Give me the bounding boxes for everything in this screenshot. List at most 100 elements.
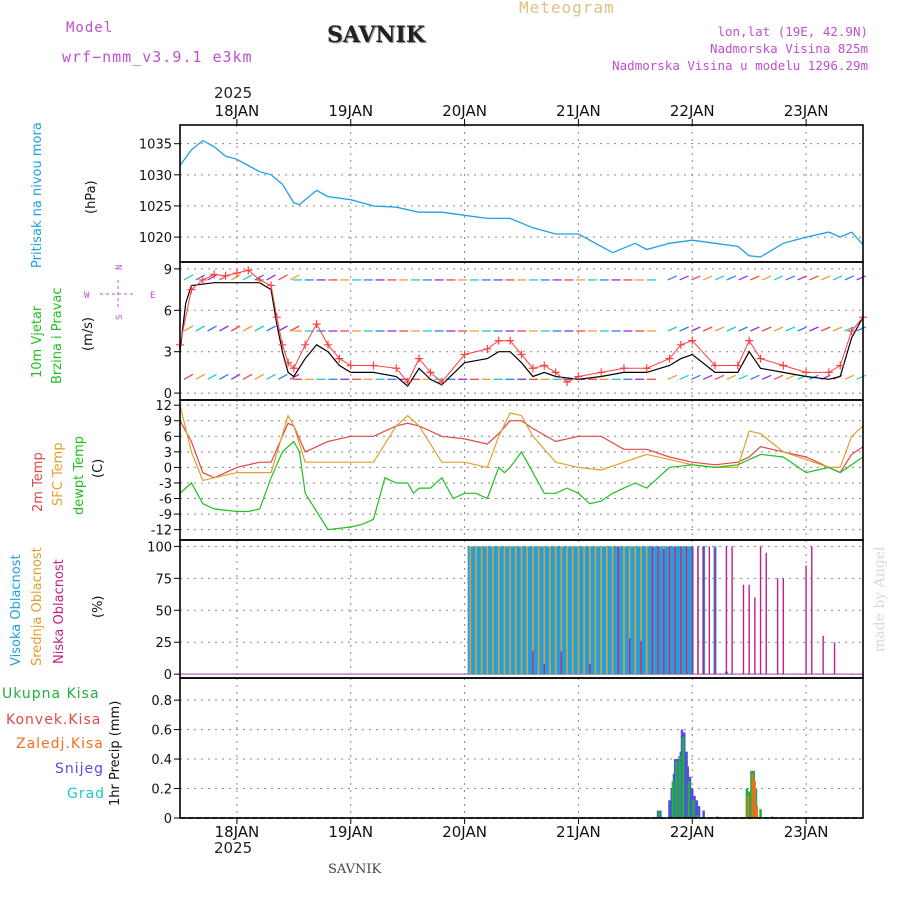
freezing-rain-bar bbox=[751, 773, 754, 818]
high-cloud-bar bbox=[492, 546, 496, 675]
x-tick-label-top: 22JAN bbox=[670, 102, 715, 120]
precip-legend-total: Ukupna Kisa bbox=[2, 686, 100, 702]
temperature-ytick-label: -3 bbox=[159, 477, 172, 492]
wind-gust-marker bbox=[198, 275, 207, 284]
wind-direction-arrow bbox=[691, 326, 701, 332]
low-cloud-bar bbox=[674, 546, 676, 675]
wind-gust-marker bbox=[711, 361, 720, 370]
wind-direction-arrow bbox=[207, 274, 217, 281]
wind-ytick-label: 6 bbox=[164, 304, 172, 319]
clouds-ytick-label: 100 bbox=[147, 540, 172, 555]
wind-direction-arrow bbox=[195, 373, 206, 380]
low-cloud-bar bbox=[680, 546, 682, 675]
wind-direction-arrow bbox=[844, 326, 855, 332]
wind-direction-arrow bbox=[820, 275, 831, 281]
wind-gust-marker bbox=[619, 364, 628, 373]
wind-direction-arrow bbox=[820, 326, 831, 332]
wind-direction-arrow bbox=[278, 373, 288, 380]
high-cloud-bar bbox=[649, 546, 653, 675]
wind-direction-arrow bbox=[254, 325, 265, 332]
high-cloud-bar bbox=[579, 546, 583, 675]
wind-gust-marker bbox=[403, 378, 412, 387]
total-rain-bar bbox=[657, 810, 661, 818]
total-rain-bar bbox=[687, 781, 691, 818]
wind-direction-arrow bbox=[183, 325, 194, 332]
low-cloud-bar bbox=[782, 578, 785, 675]
wind-gust-marker bbox=[824, 368, 833, 377]
mid-cloud-bar bbox=[515, 546, 517, 675]
mid-cloud-bar bbox=[520, 546, 523, 675]
wind-gust-marker bbox=[426, 368, 435, 377]
high-cloud-bar bbox=[670, 546, 674, 675]
wind-ytick-label: 0 bbox=[164, 387, 172, 402]
mid-cloud-bar bbox=[560, 546, 563, 675]
total-rain-bar bbox=[678, 756, 681, 818]
wind-direction-arrow bbox=[207, 325, 217, 332]
high-cloud-bar bbox=[608, 546, 612, 675]
low-cloud-bar bbox=[685, 546, 688, 675]
x-tick-label-top: 18JAN bbox=[215, 102, 260, 120]
wind-direction-arrow bbox=[702, 326, 713, 332]
high-cloud-bar bbox=[654, 546, 658, 675]
low-cloud-bar bbox=[720, 674, 722, 675]
mid-cloud-bar bbox=[611, 546, 614, 675]
wind-direction-arrow bbox=[278, 274, 288, 281]
high-cloud-bar bbox=[640, 546, 644, 675]
wind-direction-arrow bbox=[242, 274, 253, 281]
wind-direction-arrow bbox=[289, 373, 300, 380]
high-cloud-bar bbox=[627, 546, 631, 675]
mid-cloud-bar bbox=[469, 546, 472, 675]
mid-cloud-bar bbox=[589, 546, 591, 675]
low-cloud-bar bbox=[754, 597, 756, 675]
wind-direction-arrow bbox=[726, 275, 737, 281]
wind-gust-marker bbox=[563, 378, 572, 387]
compass-south: S bbox=[115, 315, 125, 320]
wind-direction-arrow bbox=[714, 275, 725, 281]
wind-direction-arrow bbox=[714, 326, 725, 332]
wind-gust-marker bbox=[392, 364, 401, 373]
high-cloud-bar bbox=[592, 546, 596, 675]
wind-direction-arrow bbox=[195, 325, 206, 332]
x-tick-label-bottom: 21JAN bbox=[556, 823, 601, 841]
wind-direction-arrow bbox=[750, 374, 760, 380]
wind-gust-marker bbox=[494, 336, 503, 345]
wind-gust-marker bbox=[676, 340, 685, 349]
compass-north: N bbox=[115, 265, 125, 270]
wind-gust-marker bbox=[255, 275, 264, 284]
low-cloud-bar bbox=[663, 548, 665, 675]
total-rain-bar bbox=[675, 762, 678, 818]
wind-direction-arrow bbox=[832, 326, 843, 332]
low-cloud-bar bbox=[731, 546, 733, 675]
high-cloud-bar bbox=[506, 546, 510, 675]
pressure-ytick-label: 1035 bbox=[139, 138, 172, 153]
low-cloud-bar bbox=[657, 546, 659, 675]
high-cloud-bar bbox=[586, 546, 590, 675]
total-rain-bar bbox=[759, 809, 762, 818]
wind-gust-marker bbox=[460, 350, 469, 359]
high-cloud-bar bbox=[601, 546, 605, 675]
low-cloud-bar bbox=[640, 640, 642, 675]
temperature-ytick-label: -6 bbox=[159, 493, 172, 508]
total-rain-bar bbox=[696, 815, 700, 818]
wind-direction-arrow bbox=[183, 274, 194, 281]
low-cloud-bar bbox=[589, 663, 591, 675]
freezing-rain-bar bbox=[747, 795, 750, 818]
wind-gust-marker bbox=[210, 270, 219, 279]
clouds-ytick-label: 50 bbox=[155, 604, 172, 619]
temperature-ytick-label: -12 bbox=[151, 524, 172, 539]
mid-cloud-bar bbox=[554, 546, 557, 675]
high-cloud-bar bbox=[652, 546, 656, 675]
precip-ytick-label: 0.2 bbox=[151, 783, 172, 798]
total-rain-bar bbox=[750, 770, 753, 818]
wind-direction-arrow bbox=[289, 325, 300, 332]
total-rain-bar bbox=[747, 791, 751, 818]
wind-gust-marker bbox=[415, 354, 424, 363]
wind-direction-arrow bbox=[207, 373, 217, 380]
snow-bar bbox=[695, 800, 699, 818]
low-cloud-bar bbox=[742, 584, 745, 675]
high-cloud-bar bbox=[504, 546, 508, 675]
high-cloud-bar bbox=[479, 546, 483, 675]
high-cloud-bar bbox=[624, 546, 628, 675]
mid-cloud-bar bbox=[497, 546, 500, 675]
precip-legend-conv: Konvek.Kisa bbox=[6, 712, 102, 728]
